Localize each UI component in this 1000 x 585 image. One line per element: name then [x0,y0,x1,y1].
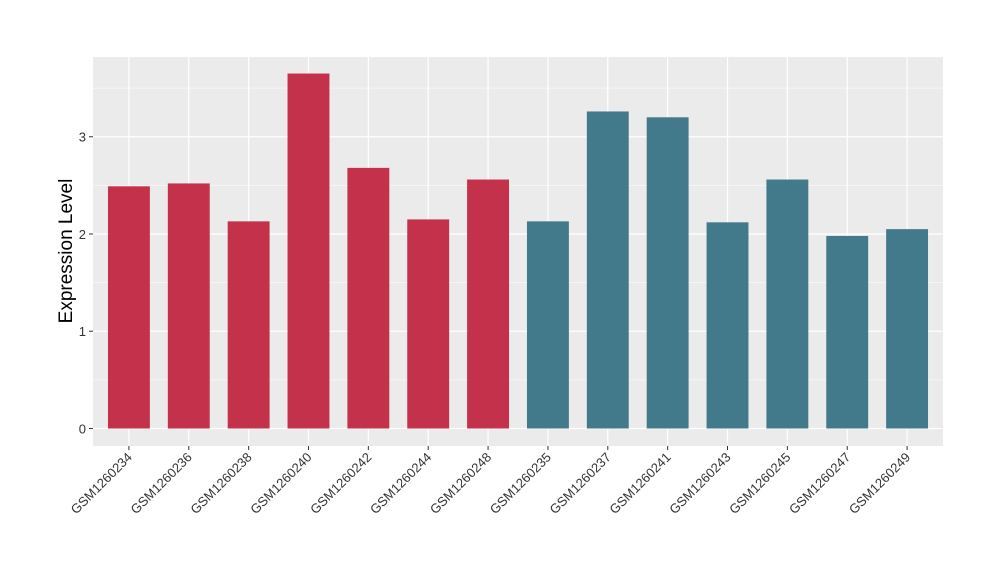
x-tick-label: GSM1260235 [487,450,554,517]
bar-GSM1260244 [407,219,450,429]
x-tick-label: GSM1260236 [128,450,195,517]
x-axis: GSM1260234GSM1260236GSM1260238GSM1260240… [68,446,913,517]
bars [107,73,929,429]
bar-GSM1260237 [586,111,629,429]
y-tick-label: 0 [79,421,86,436]
x-tick-label: GSM1260238 [187,450,254,517]
y-axis-label: Expression Level [56,179,77,324]
y-tick-label: 2 [79,227,86,242]
bar-GSM1260242 [347,167,390,429]
bar-GSM1260249 [886,229,929,429]
y-axis: 0 1 2 3 [79,130,93,436]
bar-GSM1260243 [706,222,749,429]
x-tick-label: GSM1260240 [247,450,314,517]
x-tick-label: GSM1260237 [547,450,614,517]
plot-panel [93,57,943,446]
x-tick-label: GSM1260234 [68,450,135,517]
y-tick-label: 3 [79,130,86,145]
x-tick-label: GSM1260242 [307,450,374,517]
x-tick-label: GSM1260248 [427,450,494,517]
x-tick-label: GSM1260241 [606,450,673,517]
x-tick-label: GSM1260244 [367,450,434,517]
x-tick-label: GSM1260247 [786,450,853,517]
y-tick-label: 1 [79,324,86,339]
bar-GSM1260240 [287,73,330,429]
bar-GSM1260248 [467,179,510,429]
x-tick-label: GSM1260249 [846,450,913,517]
bar-GSM1260234 [107,186,150,429]
bar-GSM1260247 [826,235,869,429]
bar-GSM1260238 [227,221,270,429]
bar-GSM1260236 [167,183,210,429]
bar-GSM1260245 [766,179,809,429]
bar-GSM1260235 [526,221,569,429]
x-tick-label: GSM1260243 [666,450,733,517]
x-tick-label: GSM1260245 [726,450,793,517]
bar-GSM1260241 [646,117,689,429]
